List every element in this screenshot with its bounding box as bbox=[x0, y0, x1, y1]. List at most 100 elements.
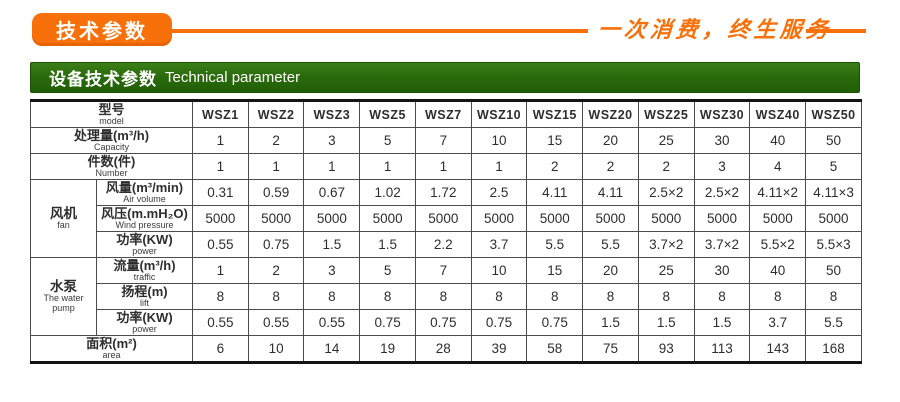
value-cell: 3 bbox=[303, 257, 361, 284]
value-cell: 8 bbox=[247, 283, 305, 310]
value-cell: 5000 bbox=[247, 205, 305, 232]
label-zh: 风量(m³/min) bbox=[105, 179, 184, 195]
value-cell: 10 bbox=[247, 335, 305, 363]
value-cell: 15 bbox=[526, 127, 584, 154]
section-title-zh: 设备技术参数 bbox=[49, 70, 157, 89]
value-cell: 1.72 bbox=[414, 179, 472, 206]
value-cell: 10 bbox=[470, 257, 528, 284]
tech-params-badge-label: 技术参数 bbox=[56, 21, 148, 43]
value-cell: 20 bbox=[582, 127, 639, 154]
label-zh: 水泵 bbox=[50, 279, 77, 294]
value-cell: 1.5 bbox=[359, 231, 416, 258]
value-cell: 15 bbox=[526, 257, 584, 284]
value-cell: 5 bbox=[359, 257, 416, 284]
model-header-cell: WSZ15 bbox=[526, 100, 584, 128]
value-cell: 2 bbox=[526, 153, 584, 180]
value-cell: 5000 bbox=[192, 205, 249, 232]
sub-label-cell: 扬程(m) lift bbox=[95, 283, 194, 310]
value-cell: 50 bbox=[805, 127, 862, 154]
value-cell: 39 bbox=[470, 335, 528, 363]
value-cell: 168 bbox=[805, 335, 862, 363]
value-cell: 1.02 bbox=[359, 179, 416, 206]
value-cell: 25 bbox=[637, 257, 695, 284]
value-cell: 4.11×3 bbox=[805, 179, 862, 206]
value-cell: 5000 bbox=[359, 205, 416, 232]
value-cell: 5.5×2 bbox=[749, 231, 807, 258]
sub-label-cell: 功率(KW) power bbox=[95, 309, 194, 336]
label-en: Air volume bbox=[123, 193, 166, 204]
value-cell: 14 bbox=[303, 335, 361, 363]
label-zh: 面积(m²) bbox=[86, 335, 137, 351]
sub-label-cell: 功率(KW) power bbox=[95, 231, 194, 258]
value-cell: 1.5 bbox=[582, 309, 639, 336]
value-cell: 5000 bbox=[749, 205, 807, 232]
value-cell: 93 bbox=[637, 335, 695, 363]
row-label-cell: 处理量(m³/h) Capacity bbox=[29, 127, 194, 154]
value-cell: 0.75 bbox=[470, 309, 528, 336]
value-cell: 113 bbox=[693, 335, 751, 363]
value-cell: 5000 bbox=[582, 205, 639, 232]
value-cell: 8 bbox=[637, 283, 695, 310]
value-cell: 0.55 bbox=[303, 309, 361, 336]
tech-params-badge: 技术参数 bbox=[32, 13, 172, 46]
value-cell: 50 bbox=[805, 257, 862, 284]
value-cell: 1 bbox=[359, 153, 416, 180]
value-cell: 5000 bbox=[470, 205, 528, 232]
model-header-cell: WSZ40 bbox=[749, 100, 807, 128]
value-cell: 0.75 bbox=[359, 309, 416, 336]
value-cell: 5 bbox=[805, 153, 862, 180]
label-en: lift bbox=[140, 297, 149, 308]
model-header-cell: WSZ30 bbox=[693, 100, 751, 128]
label-en: power bbox=[132, 245, 157, 256]
label-zh: 扬程(m) bbox=[121, 283, 168, 299]
value-cell: 0.55 bbox=[192, 309, 249, 336]
value-cell: 3 bbox=[693, 153, 751, 180]
model-header-cell: WSZ25 bbox=[637, 100, 695, 128]
label-en: traffic bbox=[133, 271, 156, 282]
label-zh: 件数(件) bbox=[87, 153, 136, 169]
value-cell: 30 bbox=[693, 257, 751, 284]
value-cell: 5.5×3 bbox=[805, 231, 862, 258]
value-cell: 2.5×2 bbox=[637, 179, 695, 206]
value-cell: 1 bbox=[192, 153, 249, 180]
table-row: 件数(件) Number 1 1 1 1 1 1 2 2 2 3 4 5 bbox=[29, 153, 862, 180]
value-cell: 5000 bbox=[414, 205, 472, 232]
section-title-en: Technical parameter bbox=[165, 69, 301, 86]
value-cell: 5.5 bbox=[805, 309, 862, 336]
value-cell: 0.75 bbox=[247, 231, 305, 258]
divider-line-right bbox=[806, 29, 866, 33]
value-cell: 4 bbox=[749, 153, 807, 180]
table-row: 水泵 The water pump 流量(m³/h) traffic 1 2 3 5 7 10 15… bbox=[30, 257, 862, 336]
label-zh: 功率(KW) bbox=[116, 231, 173, 247]
value-cell: 8 bbox=[749, 283, 807, 310]
model-header-cell: WSZ7 bbox=[414, 100, 472, 128]
value-cell: 8 bbox=[805, 283, 862, 310]
value-cell: 3.7×2 bbox=[637, 231, 695, 258]
label-en: Number bbox=[95, 167, 128, 178]
value-cell: 2 bbox=[582, 153, 639, 180]
divider-line-left bbox=[170, 29, 588, 33]
value-cell: 1 bbox=[192, 127, 249, 154]
value-cell: 0.75 bbox=[414, 309, 472, 336]
model-header-cell: WSZ1 bbox=[192, 100, 249, 128]
model-row: 型号 model WSZ1 WSZ2 WSZ3 WSZ5 WSZ7 WSZ10 WSZ15 WSZ… bbox=[29, 100, 862, 128]
model-header-cell: WSZ20 bbox=[582, 100, 639, 128]
value-cell: 8 bbox=[303, 283, 361, 310]
label-en: The water pump bbox=[43, 293, 84, 313]
value-cell: 1 bbox=[470, 153, 528, 180]
value-cell: 0.75 bbox=[526, 309, 584, 336]
value-cell: 2.5 bbox=[470, 179, 528, 206]
table-row: 功率(KW) power 0.55 0.55 0.55 0.75 0.75 0.75 0.75 1… bbox=[31, 309, 862, 336]
value-cell: 5.5 bbox=[526, 231, 584, 258]
value-cell: 3.7×2 bbox=[693, 231, 751, 258]
value-cell: 5000 bbox=[805, 205, 862, 232]
value-cell: 1 bbox=[192, 257, 249, 284]
value-cell: 2 bbox=[247, 257, 305, 284]
value-cell: 0.67 bbox=[303, 179, 361, 206]
value-cell: 10 bbox=[470, 127, 528, 154]
model-header-cell: WSZ5 bbox=[359, 100, 416, 128]
sub-label-cell: 流量(m³/h) traffic bbox=[95, 257, 194, 284]
value-cell: 2.5×2 bbox=[693, 179, 751, 206]
value-cell: 3 bbox=[303, 127, 361, 154]
value-cell: 1.5 bbox=[637, 309, 695, 336]
